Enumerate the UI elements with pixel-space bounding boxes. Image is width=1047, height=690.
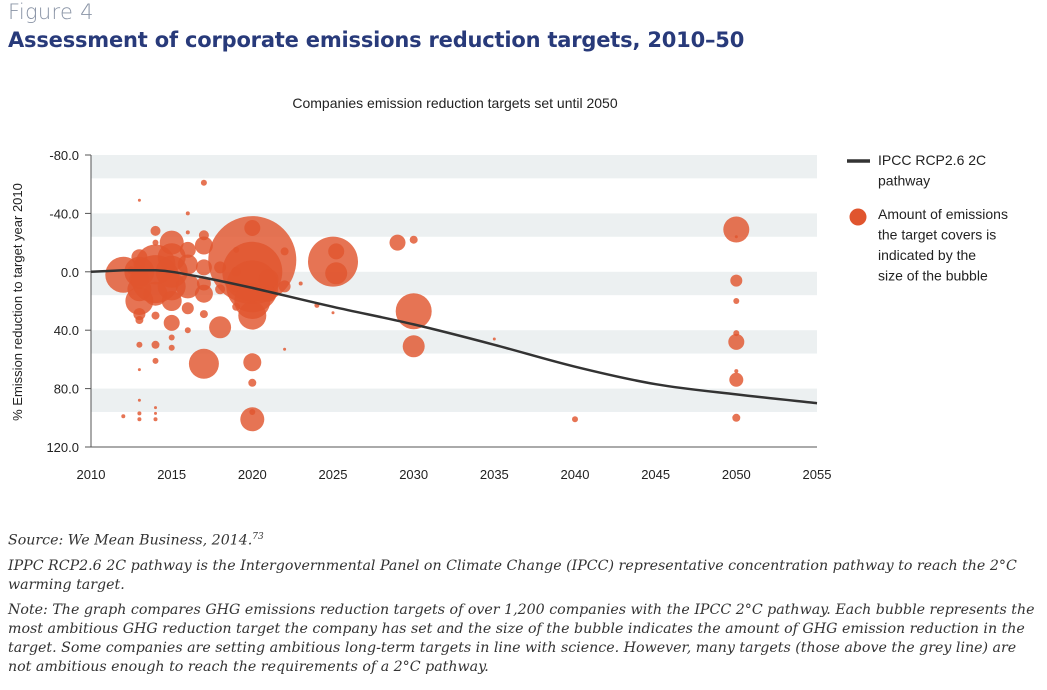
legend: IPCC RCP2.6 2C pathway Amount of emission… — [847, 152, 1008, 284]
bubble — [151, 311, 160, 320]
bubble — [175, 274, 200, 299]
bubble — [395, 293, 432, 330]
bubble — [135, 316, 144, 324]
bubble — [137, 417, 142, 422]
x-axis: 2010 2015 2020 2025 2030 2035 2040 2045 2050 2055 — [77, 446, 832, 482]
bubble — [185, 211, 190, 216]
bubble-chart: Companies emission reduction targets set… — [10, 95, 1008, 482]
bubble — [137, 368, 141, 372]
bubble — [325, 262, 348, 285]
bubble — [258, 269, 279, 290]
bubble — [238, 301, 267, 330]
y-axis-label: % Emission reduction to target year 2010 — [10, 183, 25, 421]
bubble — [154, 406, 157, 410]
y-tick-label: 40.0 — [54, 323, 79, 338]
bubble — [137, 398, 141, 402]
bubble — [199, 310, 208, 319]
bubble — [163, 314, 180, 331]
bubble — [153, 417, 158, 422]
x-tick-label: 2010 — [77, 467, 106, 482]
bubble — [194, 236, 213, 255]
ippc-note: IPPC RCP2.6 2C pathway is the Intergover… — [8, 557, 1017, 593]
bubble — [154, 411, 157, 415]
grid-band-0 — [91, 155, 817, 179]
bubble — [492, 337, 496, 341]
bubble — [185, 230, 190, 235]
bubble — [188, 348, 219, 379]
x-tick-label: 2050 — [722, 467, 751, 482]
bubble — [195, 259, 212, 276]
bubble — [734, 369, 739, 374]
y-tick-label: -80.0 — [49, 148, 79, 163]
bubble — [136, 341, 143, 348]
bubble — [152, 357, 159, 364]
x-tick-label: 2040 — [561, 467, 590, 482]
figure-notes: Source: We Mean Business, 2014.73 IPPC R… — [8, 528, 1038, 683]
y-tick-label: 0.0 — [61, 265, 79, 280]
bubble — [328, 243, 345, 260]
grid-band-3 — [91, 330, 817, 354]
bubble — [730, 274, 743, 287]
x-tick-label: 2030 — [399, 467, 428, 482]
x-tick-label: 2025 — [319, 467, 348, 482]
x-tick-label: 2035 — [480, 467, 509, 482]
source-note: Source: We Mean Business, 2014.73 — [8, 532, 264, 549]
bubble — [278, 280, 291, 293]
bubble — [572, 416, 578, 423]
bubble — [177, 254, 198, 275]
grid-band-4 — [91, 388, 817, 412]
bubble — [280, 247, 289, 256]
bubble — [200, 179, 207, 186]
bubble — [121, 414, 126, 419]
x-tick-label: 2015 — [157, 467, 186, 482]
bubble — [181, 302, 194, 315]
bubble — [248, 378, 257, 387]
bubble — [133, 308, 146, 321]
bubble — [283, 347, 287, 351]
legend-bubble-label: Amount of emissions the target covers is i… — [878, 206, 1008, 284]
bubble — [179, 241, 196, 258]
bubble — [389, 234, 406, 251]
legend-bubble-swatch — [849, 208, 867, 226]
bubble — [168, 334, 175, 341]
bubble — [168, 344, 175, 351]
bubble — [728, 333, 745, 350]
bubble — [137, 198, 141, 202]
bubble — [161, 291, 182, 311]
bubble — [331, 311, 335, 315]
bubble — [734, 235, 738, 239]
bubble — [150, 225, 161, 236]
chart-title: Companies emission reduction targets set… — [292, 95, 618, 111]
bubble — [243, 353, 262, 372]
x-tick-label: 2055 — [803, 467, 832, 482]
bubble — [184, 327, 191, 334]
y-axis: -80.0 -40.0 0.0 40.0 80.0 120.0 — [46, 148, 92, 455]
bubble — [194, 284, 213, 303]
figure-title: Assessment of corporate emissions reduct… — [8, 28, 745, 52]
bubble — [152, 239, 159, 246]
figure-label: Figure 4 — [8, 0, 94, 24]
x-tick-label: 2020 — [238, 467, 267, 482]
bubble — [137, 411, 142, 416]
y-tick-label: 80.0 — [54, 382, 79, 397]
bubble — [209, 316, 232, 339]
bubble — [729, 372, 744, 387]
bubble — [732, 413, 741, 422]
bubble — [402, 335, 425, 358]
bubble — [240, 407, 265, 432]
ipcc-pathway-line — [90, 268, 818, 405]
bubble — [298, 281, 303, 286]
bubble — [151, 340, 160, 349]
bubble — [733, 298, 740, 304]
main-note: Note: The graph compares GHG emissions r… — [8, 601, 1035, 675]
y-tick-label: 120.0 — [46, 440, 79, 455]
bubble — [409, 235, 418, 244]
y-tick-label: -40.0 — [49, 206, 79, 221]
legend-line-label: IPCC RCP2.6 2C pathway — [878, 152, 986, 189]
bubble — [723, 216, 750, 243]
x-tick-label: 2045 — [641, 467, 670, 482]
